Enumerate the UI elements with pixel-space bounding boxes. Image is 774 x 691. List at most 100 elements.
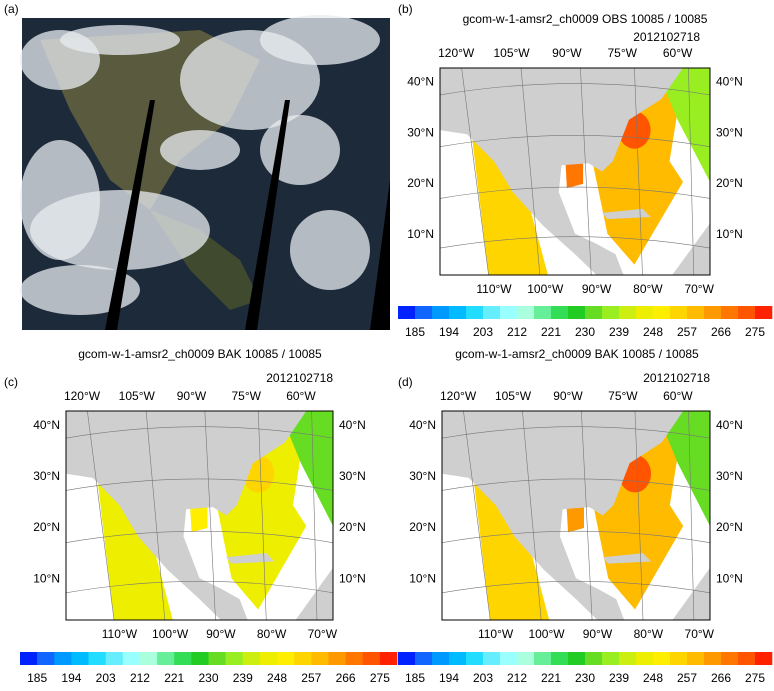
colorbar-segment	[105, 652, 124, 665]
colorbar-label: 266	[711, 671, 731, 685]
colorbar-label: 194	[439, 325, 459, 339]
lat-label: 20°N	[716, 176, 743, 190]
colorbar-label: 230	[575, 325, 595, 339]
lon-label: 105°W	[493, 46, 530, 60]
colorbar-segment	[379, 652, 398, 665]
satellite-image	[20, 15, 390, 330]
lon-label: 75°W	[608, 389, 638, 403]
colorbar-segment	[551, 652, 569, 665]
lon-label: 110°W	[102, 627, 138, 641]
colorbar-segment	[277, 652, 295, 665]
panel-date: 2012102718	[633, 30, 700, 44]
lat-label: 10°N	[339, 571, 366, 585]
colorbar-segment	[139, 652, 158, 665]
colorbar-segment	[619, 652, 637, 665]
data-gap	[370, 180, 390, 330]
parallel	[441, 530, 711, 543]
colorbar-segment	[670, 652, 688, 665]
lon-label: 90°W	[582, 282, 612, 296]
lat-label: 30°N	[407, 125, 434, 139]
lon-label: 80°W	[634, 627, 664, 641]
colorbar-label: 230	[575, 671, 595, 685]
colorbar-label: 221	[541, 325, 561, 339]
colorbar-label: 185	[27, 671, 47, 685]
land	[602, 208, 651, 220]
colorbar-label: 212	[507, 325, 527, 339]
land	[602, 553, 651, 564]
meridian	[580, 67, 592, 276]
colorbar-segment	[568, 652, 586, 665]
colorbar-segment	[37, 652, 55, 665]
colorbar-segment	[738, 306, 756, 319]
map	[65, 410, 334, 621]
land	[66, 411, 307, 620]
lon-label: 70°W	[685, 627, 715, 641]
colorbar-segment	[362, 652, 381, 665]
map-frame	[441, 410, 711, 621]
lat-label: 10°N	[409, 571, 436, 585]
colorbar-label: 248	[643, 325, 663, 339]
colorbar-segment	[71, 652, 89, 665]
lat-label: 30°N	[716, 125, 743, 139]
parallel	[441, 478, 711, 491]
meridian	[688, 410, 695, 621]
colorbar-label: 194	[439, 671, 459, 685]
parallel	[65, 581, 334, 594]
lon-label: 105°W	[495, 389, 532, 403]
land	[442, 411, 684, 620]
lat-label: 10°N	[716, 227, 743, 241]
lon-label: 60°W	[663, 389, 693, 403]
map	[439, 67, 711, 276]
colorbar-segment	[517, 652, 535, 665]
panel-date: 2012102718	[643, 371, 710, 385]
lat-label: 30°N	[33, 469, 60, 483]
lon-label: 90°W	[553, 389, 583, 403]
colorbar-segment	[670, 306, 688, 319]
cloud	[260, 115, 340, 185]
lon-label: 100°W	[152, 627, 189, 641]
colorbar-segment	[517, 306, 535, 319]
land	[295, 567, 333, 620]
colorbar-label: 221	[164, 671, 184, 685]
lat-label: 40°N	[716, 418, 743, 432]
land	[440, 68, 683, 275]
parallel	[439, 186, 711, 199]
colorbar-segment	[602, 652, 620, 665]
colorbar-label: 230	[198, 671, 218, 685]
meridian	[461, 67, 489, 276]
cloud	[20, 140, 100, 260]
colorbar-segment	[534, 652, 552, 665]
parallel	[439, 135, 711, 147]
map-frame	[65, 410, 334, 621]
colorbar-segment	[294, 652, 312, 665]
colorbar-label: 257	[677, 325, 697, 339]
colorbar-segment	[636, 306, 654, 319]
colorbar-segment	[122, 652, 141, 665]
colorbar-segment	[500, 306, 518, 319]
lon-label: 70°W	[308, 627, 338, 641]
meridian	[522, 410, 542, 621]
colorbar-segment	[88, 652, 106, 665]
colorbar-segment	[755, 306, 773, 319]
colorbar-label: 239	[233, 671, 253, 685]
colorbar-segment	[345, 652, 364, 665]
meridian	[311, 410, 318, 621]
lat-label: 40°N	[339, 418, 366, 432]
data-gap	[105, 100, 155, 330]
meridian	[463, 410, 491, 621]
lat-label: 10°N	[33, 571, 60, 585]
colorbar-label: 248	[643, 671, 663, 685]
colorbar-segment	[534, 306, 552, 319]
colorbar-segment	[449, 652, 467, 665]
colorbar-segment	[432, 306, 450, 319]
lat-label: 20°N	[716, 520, 743, 534]
meridian	[257, 410, 267, 621]
panel-label: (c)	[4, 375, 18, 389]
colorbar-label: 185	[405, 325, 425, 339]
lat-label: 40°N	[33, 418, 60, 432]
colorbar-segment	[721, 652, 739, 665]
colorbar-segment	[483, 306, 501, 319]
parallel	[65, 530, 334, 543]
lon-label: 60°W	[286, 389, 316, 403]
